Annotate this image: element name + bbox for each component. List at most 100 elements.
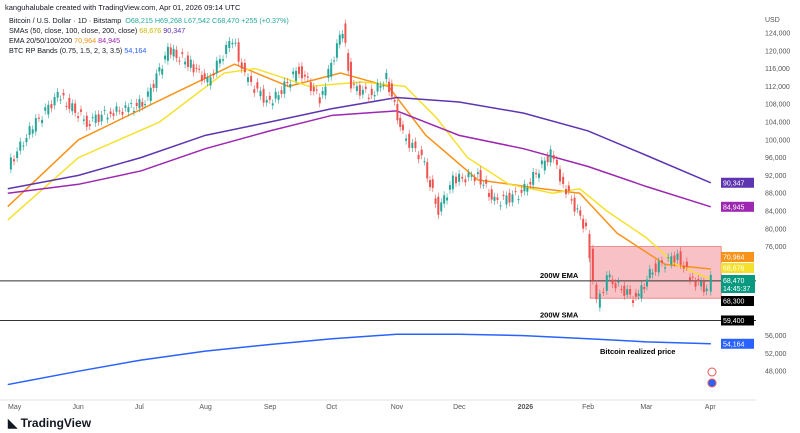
candle (451, 175, 454, 190)
candle (97, 114, 100, 123)
candle (50, 104, 53, 109)
candle (689, 277, 691, 281)
legend-symbol-row[interactable]: Bitcoin / U.S. Dollar · 1D · Bitstamp O6… (9, 16, 289, 26)
candle (189, 59, 192, 68)
legend-sma-row[interactable]: SMAs (50, close, 100, close, 200, close)… (9, 26, 289, 36)
tag-200w-sma: 59,400 (723, 318, 745, 325)
candle (448, 185, 451, 190)
candle (608, 274, 611, 278)
candle (192, 64, 195, 73)
candle (79, 109, 82, 112)
candle (195, 67, 198, 69)
candle (417, 154, 420, 160)
candle (611, 279, 614, 285)
y-tick-label: 80,000 (765, 226, 787, 233)
candle (455, 176, 457, 184)
candle (579, 210, 582, 216)
candle (595, 284, 598, 300)
tradingview-logo: ◣ TradingView (8, 416, 91, 430)
candle (546, 155, 549, 163)
candle (138, 99, 141, 109)
candle (115, 106, 118, 112)
candle (523, 183, 526, 192)
candle (321, 91, 324, 95)
candle (106, 117, 109, 120)
candle (694, 281, 697, 287)
candle (141, 101, 144, 107)
candle (634, 292, 637, 297)
candle (540, 160, 543, 165)
candle (271, 103, 274, 106)
candle (555, 159, 558, 165)
candle (620, 289, 623, 291)
candle (562, 176, 565, 184)
candle (654, 263, 657, 272)
candle (549, 149, 552, 163)
candle (82, 119, 85, 121)
candle (367, 97, 370, 99)
candle (660, 260, 663, 263)
candle (327, 68, 330, 78)
tag-sma200-bg (721, 177, 754, 188)
x-tick-label: Aug (199, 404, 212, 411)
candle (324, 86, 327, 96)
x-tick-label: Jun (72, 404, 83, 411)
candle (640, 285, 643, 299)
rp-label: BTC RP Bands (0.75, 1.5, 2, 3, 3.5) (9, 46, 123, 55)
open-value: O68,215 (125, 16, 153, 25)
candle (697, 279, 700, 282)
x-tick-label: Dec (453, 404, 466, 411)
sma50-value: 68,676 (139, 26, 162, 35)
candle (31, 129, 34, 134)
candle (429, 180, 431, 187)
candle (637, 293, 640, 297)
candle (479, 170, 482, 185)
tag-sma50: 68,676 (723, 266, 745, 273)
y-tick-label: 124,000 (765, 31, 790, 38)
candle (161, 68, 164, 75)
candle (358, 85, 361, 96)
candle (605, 275, 608, 291)
x-tick-label: Jul (135, 404, 144, 411)
price-tag-countdown: 14:45:37 (723, 286, 750, 293)
candle (664, 267, 667, 269)
chart-legend: Bitcoin / U.S. Dollar · 1D · Bitstamp O6… (9, 16, 289, 56)
candle (330, 62, 333, 77)
candle (461, 176, 464, 179)
candle (396, 103, 399, 121)
candle (490, 189, 493, 200)
candle (158, 67, 161, 72)
candle (37, 117, 40, 119)
candle (532, 171, 535, 185)
candle (361, 89, 364, 95)
symbol-name: Bitcoin / U.S. Dollar · 1D · Bitstamp (9, 16, 122, 25)
candle (225, 44, 228, 54)
candle (420, 149, 423, 156)
candle (570, 199, 573, 201)
candle (231, 42, 234, 45)
candle (543, 160, 546, 171)
candle (393, 99, 396, 102)
y-tick-label: 56,000 (765, 333, 787, 340)
candle (617, 281, 620, 283)
candle (234, 42, 237, 44)
candle (423, 161, 426, 163)
candle (121, 111, 124, 115)
candle (485, 179, 488, 184)
legend-rp-row[interactable]: BTC RP Bands (0.75, 1.5, 2, 3, 3.5) 54,1… (9, 46, 289, 56)
candle (335, 43, 338, 58)
candle (283, 81, 286, 94)
candle (41, 119, 44, 124)
candle (585, 222, 587, 227)
candle (535, 172, 538, 175)
x-tick-label: Feb (582, 404, 594, 411)
candle (85, 115, 88, 127)
candle (476, 172, 479, 175)
candle (508, 192, 511, 203)
candle (673, 255, 676, 263)
legend-ema-row[interactable]: EMA 20/50/100/200 70,964 84,945 (9, 36, 289, 46)
candle (59, 99, 62, 101)
candle (373, 95, 376, 97)
candle (28, 126, 31, 136)
